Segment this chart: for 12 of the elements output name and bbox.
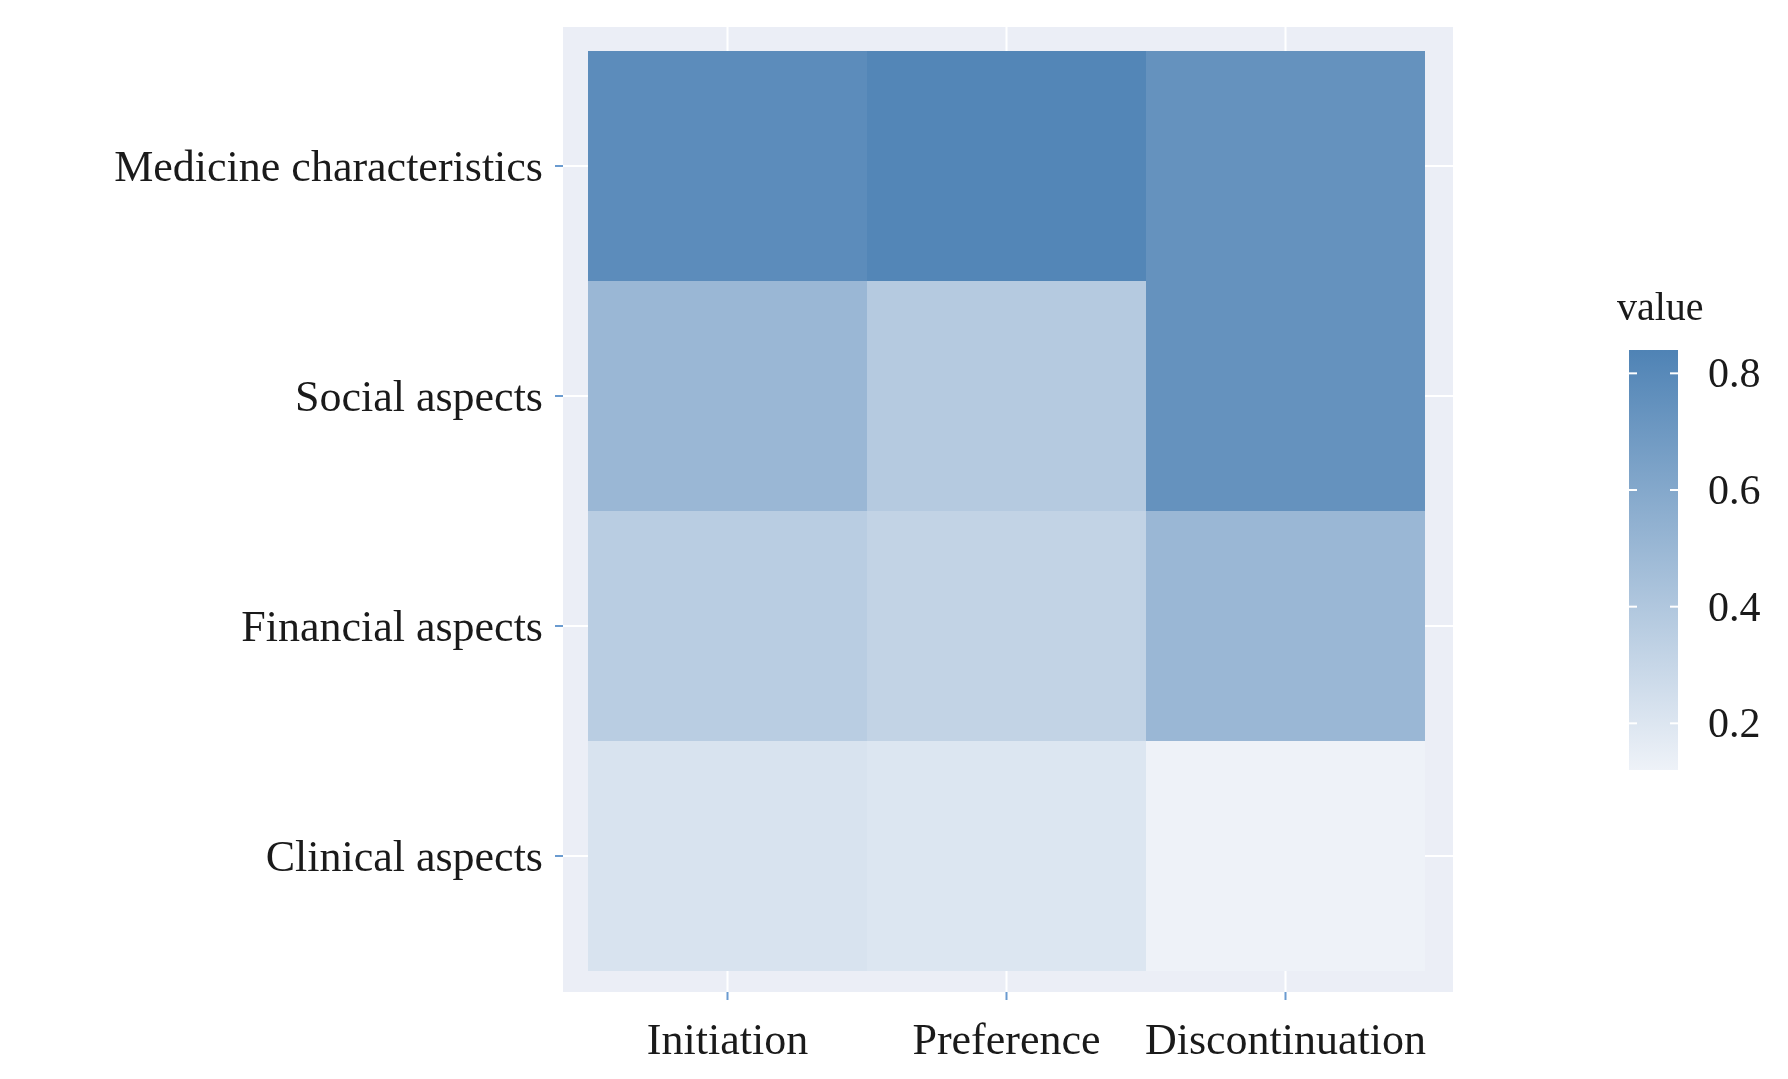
y-tick-label: Clinical aspects xyxy=(265,832,543,881)
color-bar-label: 0.6 xyxy=(1708,467,1761,513)
x-tick-label: Preference xyxy=(912,1015,1101,1064)
y-tick-label: Social aspects xyxy=(294,372,543,421)
y-tick-label: Medicine characteristics xyxy=(114,142,543,191)
color-bar-label: 0.2 xyxy=(1708,700,1761,747)
color-bar-label: 0.8 xyxy=(1708,350,1761,397)
x-tick-label: Initiation xyxy=(646,1015,809,1064)
y-tick-label: Financial aspects xyxy=(241,602,543,651)
color-bar-label: 0.4 xyxy=(1708,583,1761,630)
color-bar-title: value xyxy=(1617,284,1704,329)
x-tick-label: Discontinuation xyxy=(1144,1015,1427,1064)
